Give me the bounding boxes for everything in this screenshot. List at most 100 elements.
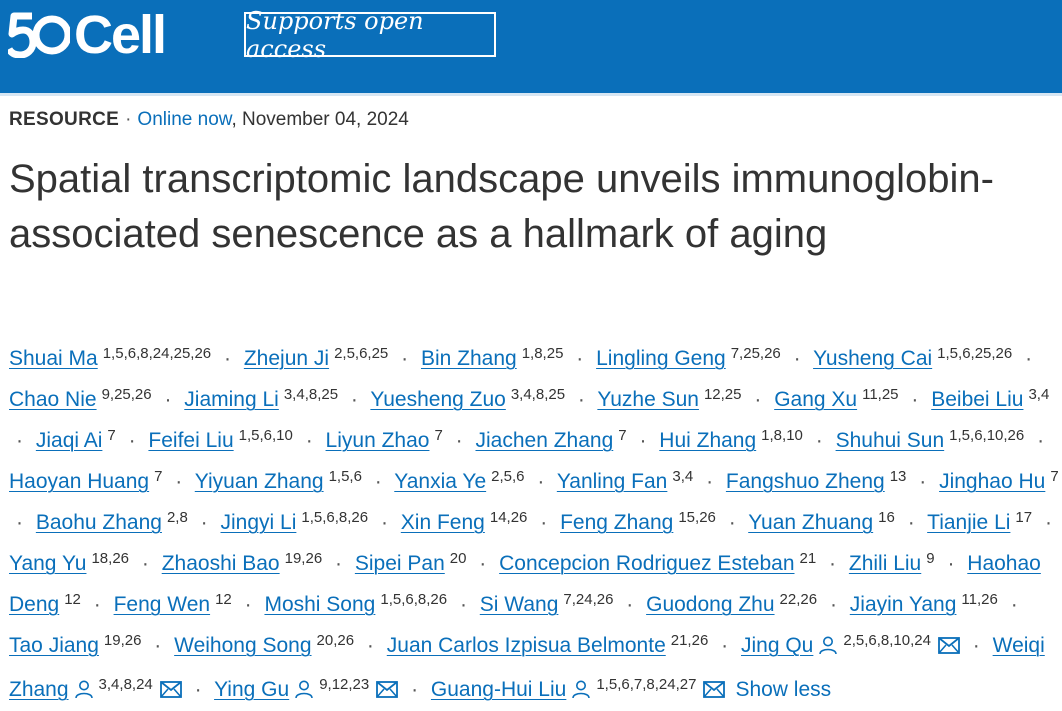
affiliation-numbers[interactable]: 9,25,26 xyxy=(101,386,152,403)
affiliation-numbers[interactable]: 7,24,26 xyxy=(563,591,614,608)
person-icon[interactable] xyxy=(74,675,94,711)
person-icon[interactable] xyxy=(294,675,314,711)
author-name-link[interactable]: Beibei Liu xyxy=(931,388,1024,411)
author-name-link[interactable]: Weihong Song xyxy=(174,634,312,657)
affiliation-numbers[interactable]: 1,8,10 xyxy=(761,427,803,444)
author-name-link[interactable]: Concepcion Rodriguez Esteban xyxy=(499,552,795,575)
mail-icon[interactable] xyxy=(938,630,960,666)
affiliation-numbers[interactable]: 19,26 xyxy=(103,632,142,649)
author-name-link[interactable]: Xin Feng xyxy=(400,511,485,534)
author-name-link[interactable]: Yang Yu xyxy=(9,552,87,575)
affiliation-numbers[interactable]: 3,4,8,25 xyxy=(510,386,566,403)
author-name-link[interactable]: Yusheng Cai xyxy=(813,347,933,370)
author-name-link[interactable]: Yuesheng Zuo xyxy=(370,388,506,411)
author-name-link[interactable]: Bin Zhang xyxy=(420,347,517,370)
affiliation-numbers[interactable]: 1,5,6,8,26 xyxy=(301,509,369,526)
affiliation-numbers[interactable]: 1,5,6 xyxy=(328,468,362,485)
author-name-link[interactable]: Jiaqi Ai xyxy=(35,429,103,452)
affiliation-numbers[interactable]: 18,26 xyxy=(91,550,130,567)
affiliation-numbers[interactable]: 12,25 xyxy=(703,386,742,403)
author-name-link[interactable]: Jingyi Li xyxy=(220,511,297,534)
affiliation-numbers[interactable]: 1,5,6,10 xyxy=(238,427,293,444)
person-icon[interactable] xyxy=(571,675,591,711)
author-name-link[interactable]: Zhejun Ji xyxy=(243,347,330,370)
affiliation-numbers[interactable]: 22,26 xyxy=(779,591,818,608)
affiliation-numbers[interactable]: 20 xyxy=(449,550,467,567)
author-name-link[interactable]: Zhili Liu xyxy=(848,552,922,575)
affiliation-numbers[interactable]: 3,4 xyxy=(672,468,694,485)
author-name-link[interactable]: Fangshuo Zheng xyxy=(725,470,885,493)
affiliation-numbers[interactable]: 1,5,6,8,24,25,26 xyxy=(102,345,212,362)
show-less-link[interactable]: Show less xyxy=(735,678,832,701)
affiliation-numbers[interactable]: 20,26 xyxy=(316,632,355,649)
affiliation-numbers[interactable]: 2,5,6,8,10,24 xyxy=(843,632,931,649)
author-name-link[interactable]: Yiyuan Zhang xyxy=(194,470,324,493)
author-name-link[interactable]: Liyun Zhao xyxy=(325,429,430,452)
affiliation-numbers[interactable]: 14,26 xyxy=(489,509,528,526)
affiliation-numbers[interactable]: 7 xyxy=(618,427,627,444)
author-name-link[interactable]: Chao Nie xyxy=(9,388,97,411)
author-name-link[interactable]: Gang Xu xyxy=(774,388,858,411)
affiliation-numbers[interactable]: 2,8 xyxy=(166,509,188,526)
affiliation-numbers[interactable]: 16 xyxy=(878,509,895,526)
mail-icon[interactable] xyxy=(376,674,399,710)
author-name-link[interactable]: Moshi Song xyxy=(264,593,376,616)
author-name-link[interactable]: Haohao Deng xyxy=(9,552,1041,616)
author-name-link[interactable]: Yanxia Ye xyxy=(394,470,487,493)
supports-open-access-badge[interactable]: Supports open access xyxy=(244,7,496,63)
author-name-link[interactable]: Feifei Liu xyxy=(148,429,234,452)
author-name-link[interactable]: Lingling Geng xyxy=(596,347,726,370)
author-name-link[interactable]: Jinghao Hu xyxy=(939,470,1046,493)
affiliation-numbers[interactable]: 3,4 xyxy=(1028,386,1050,403)
affiliation-numbers[interactable]: 9 xyxy=(926,550,935,567)
mail-icon[interactable] xyxy=(703,674,726,710)
author-name-link[interactable]: Weiqi Zhang xyxy=(9,634,1045,701)
author-name-link[interactable]: Guang-Hui Liu xyxy=(430,678,567,701)
author-name-link[interactable]: Feng Wen xyxy=(113,593,211,616)
author-name-link[interactable]: Hui Zhang xyxy=(659,429,757,452)
affiliation-numbers[interactable]: 1,5,6,10,26 xyxy=(949,427,1025,444)
author-name-link[interactable]: Yanling Fan xyxy=(556,470,668,493)
person-icon[interactable] xyxy=(818,631,838,667)
author-name-link[interactable]: Jiayin Yang xyxy=(849,593,957,616)
affiliation-numbers[interactable]: 13 xyxy=(889,468,907,485)
affiliation-numbers[interactable]: 3,4,8,24 xyxy=(98,676,153,693)
affiliation-numbers[interactable]: 1,8,25 xyxy=(521,345,564,362)
affiliation-numbers[interactable]: 21,26 xyxy=(670,632,709,649)
affiliation-numbers[interactable]: 17 xyxy=(1015,509,1033,526)
mail-icon[interactable] xyxy=(159,674,182,710)
affiliation-numbers[interactable]: 12 xyxy=(64,591,81,608)
author-name-link[interactable]: Tianjie Li xyxy=(927,511,1011,534)
author-name-link[interactable]: Shuai Ma xyxy=(9,347,98,370)
affiliation-numbers[interactable]: 1,5,6,7,8,24,27 xyxy=(596,676,697,693)
affiliation-numbers[interactable]: 12 xyxy=(215,591,232,608)
author-name-link[interactable]: Tao Jiang xyxy=(9,634,99,657)
affiliation-numbers[interactable]: 3,4,8,25 xyxy=(283,386,339,403)
author-name-link[interactable]: Sipei Pan xyxy=(354,552,445,575)
affiliation-numbers[interactable]: 9,12,23 xyxy=(319,676,370,693)
author-name-link[interactable]: Guodong Zhu xyxy=(646,593,775,616)
author-name-link[interactable]: Feng Zhang xyxy=(560,511,674,534)
author-name-link[interactable]: Yuan Zhuang xyxy=(748,511,874,534)
affiliation-numbers[interactable]: 2,5,6 xyxy=(491,468,525,485)
author-name-link[interactable]: Baohu Zhang xyxy=(35,511,162,534)
affiliation-numbers[interactable]: 7 xyxy=(434,427,443,444)
author-name-link[interactable]: Jiaming Li xyxy=(184,388,279,411)
author-name-link[interactable]: Ying Gu xyxy=(214,678,290,701)
affiliation-numbers[interactable]: 7 xyxy=(107,427,116,444)
online-now-link[interactable]: Online now xyxy=(137,109,232,130)
author-name-link[interactable]: Jiachen Zhang xyxy=(475,429,614,452)
affiliation-numbers[interactable]: 1,5,6,8,26 xyxy=(380,591,448,608)
cell-logo[interactable]: Cell xyxy=(8,8,167,62)
affiliation-numbers[interactable]: 1,5,6,25,26 xyxy=(937,345,1013,362)
author-name-link[interactable]: Haoyan Huang xyxy=(9,470,150,493)
affiliation-numbers[interactable]: 11,26 xyxy=(961,591,998,608)
affiliation-numbers[interactable]: 7,25,26 xyxy=(730,345,781,362)
affiliation-numbers[interactable]: 2,5,6,25 xyxy=(334,345,389,362)
affiliation-numbers[interactable]: 19,26 xyxy=(284,550,323,567)
author-name-link[interactable]: Yuzhe Sun xyxy=(597,388,699,411)
author-name-link[interactable]: Si Wang xyxy=(479,593,559,616)
author-name-link[interactable]: Shuhui Sun xyxy=(835,429,945,452)
author-name-link[interactable]: Juan Carlos Izpisua Belmonte xyxy=(386,634,666,657)
affiliation-numbers[interactable]: 21 xyxy=(799,550,817,567)
